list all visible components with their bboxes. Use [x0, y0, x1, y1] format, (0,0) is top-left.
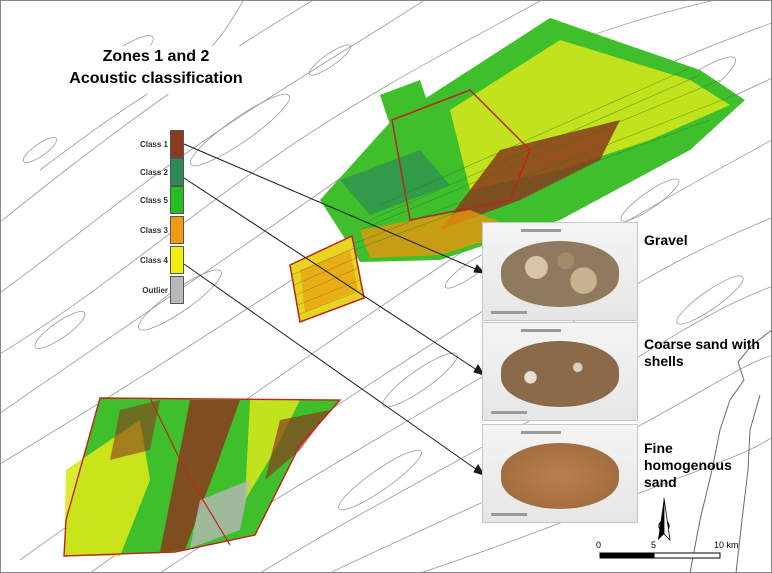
label-gravel: Gravel	[644, 232, 688, 248]
legend-swatch-class-2	[170, 158, 184, 186]
title-line-2: Acoustic classification	[69, 70, 243, 87]
title-box: Zones 1 and 2 Acoustic classification	[44, 46, 268, 94]
label-coarse-sand: Coarse sand with shells	[644, 336, 760, 369]
legend-label-class-1: Class 1	[139, 140, 168, 149]
label-fine-sand: Fine homogenous sand	[644, 440, 732, 490]
survey-zone-middle	[289, 234, 365, 324]
scale-tick-0: 0	[596, 540, 602, 550]
legend-arrows	[183, 143, 486, 476]
legend-swatch-outlier	[170, 276, 184, 304]
sample-photo-gravel	[482, 222, 638, 321]
sample-photo-coarse-sand	[482, 322, 638, 421]
legend-label-class-3: Class 3	[139, 226, 168, 235]
scale-tick-10km: 10 km	[714, 540, 739, 550]
legend-label-outlier: Outlier	[142, 286, 168, 295]
survey-zone-1	[320, 18, 745, 262]
north-arrow-icon	[658, 497, 671, 542]
legend-swatch-class-3	[170, 216, 184, 244]
scale-bar	[599, 552, 721, 559]
scale-tick-5: 5	[651, 540, 657, 550]
title-line-1: Zones 1 and 2	[102, 48, 210, 65]
legend-label-class-5: Class 5	[139, 196, 168, 205]
legend-swatch-class-1	[170, 130, 184, 158]
legend-swatch-class-4	[170, 246, 184, 274]
fine-sand-sample	[501, 443, 619, 509]
survey-zone-2	[63, 397, 342, 557]
coarse-sand-sample	[501, 341, 619, 407]
legend-swatch-class-5	[170, 186, 184, 214]
legend-label-class-2: Class 2	[139, 168, 168, 177]
sample-photo-fine-sand	[482, 424, 638, 523]
gravel-sample	[501, 241, 619, 307]
coastline	[689, 329, 772, 573]
legend-label-class-4: Class 4	[139, 256, 168, 265]
